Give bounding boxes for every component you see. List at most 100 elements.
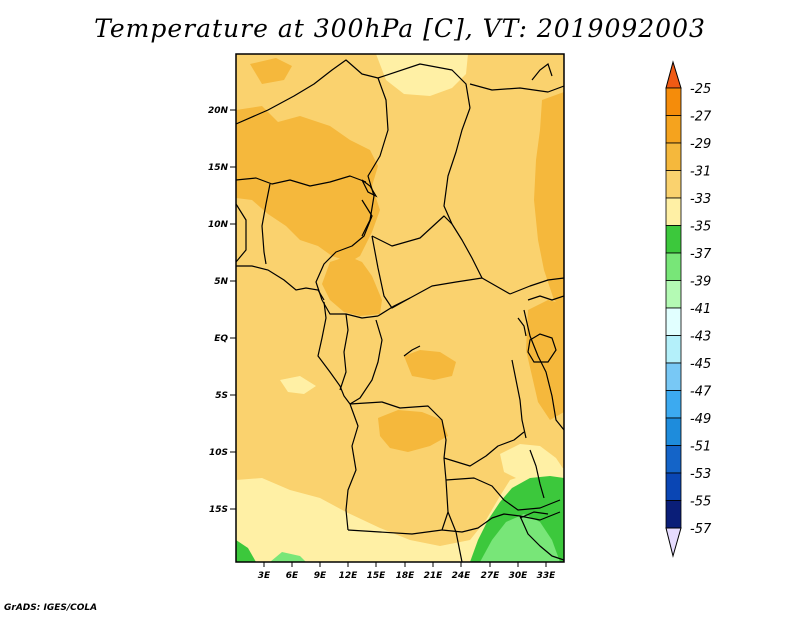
lon-label-24e: 24E [452, 571, 472, 581]
border-botswana [447, 511, 463, 562]
colorbar-label-16: -57 [690, 522, 712, 537]
cool-patch-topmid [376, 54, 468, 96]
border-car [371, 215, 453, 247]
cool-patch-coast [280, 376, 316, 394]
colorbar-bin-5 [665, 225, 682, 254]
border-mozambique [519, 515, 564, 561]
warm-patch-angola [378, 410, 448, 452]
lon-label-30e: 30E [509, 571, 529, 581]
colorbar-bin-14 [665, 472, 682, 501]
colorbar-bin-10 [665, 362, 682, 391]
border-drc-angola [349, 401, 447, 459]
colorbar-label-11: -47 [690, 385, 712, 400]
border-congo [377, 297, 411, 317]
border-north-2 [361, 77, 389, 237]
border-south-sudan [509, 277, 564, 295]
grads-credit: GrADS: IGES/COLA [4, 603, 98, 613]
lat-label-15s: 15S [209, 505, 228, 515]
border-nigeria-niger [236, 175, 367, 187]
colorbar-label-12: -49 [690, 412, 711, 427]
lat-label-20n: 20N [208, 106, 229, 116]
border-north-3 [377, 63, 471, 109]
coastline-west-central [317, 301, 351, 405]
warm-patch-east [534, 92, 564, 310]
colorbar-label-9: -43 [690, 330, 711, 345]
lat-label-10n: 10N [208, 220, 229, 230]
border-zambia-zimbabwe [441, 511, 561, 533]
coastlines-lakes [236, 63, 557, 519]
colorbar-label-7: -39 [690, 275, 711, 290]
border-chad-sudan [443, 107, 483, 279]
lon-label-12e: 12E [339, 571, 359, 581]
colorbar-bin-3 [665, 170, 682, 199]
colorbar-bin-4 [665, 197, 682, 226]
colorbar-label-0: -25 [690, 82, 711, 97]
colorbar-label-15: -55 [690, 495, 711, 510]
border-nigeria-benin [261, 183, 271, 265]
colorbar-bin-2 [665, 142, 682, 171]
green-area-southwest [236, 540, 256, 562]
colorbar-bottom-arrow [665, 527, 682, 558]
lon-label-3e: 3E [258, 571, 271, 581]
border-sudan-ethiopia [469, 83, 564, 93]
warm-patch-top [250, 58, 292, 84]
map-frame [235, 53, 565, 563]
river-congo [403, 345, 421, 357]
colorbar-bin-12 [665, 417, 682, 446]
colorbar-bin-0 [665, 87, 682, 116]
colorbar-label-13: -51 [690, 440, 711, 455]
colorbar-bin-7 [665, 280, 682, 309]
border-drc-west [349, 319, 383, 405]
colorbar-bin-13 [665, 445, 682, 474]
colorbar-label-8: -41 [690, 302, 711, 317]
lat-label-5s: 5S [215, 391, 228, 401]
lake-albert [517, 317, 527, 337]
red-sea-coast [531, 63, 553, 81]
lake-chad [361, 179, 378, 198]
colorbar-label-2: -29 [690, 137, 711, 152]
green-area-southwest-2 [270, 552, 306, 562]
border-zambia-south [445, 477, 561, 511]
warm-patch-nigeria [322, 256, 382, 316]
colorbar-bin-8 [665, 307, 682, 336]
cool-patch-south [500, 444, 564, 480]
colorbar-label-14: -53 [690, 467, 711, 482]
lon-label-9e: 9E [314, 571, 327, 581]
colorbar: -25 -27 -29 -31 -33 -35 -37 -39 -41 -43 … [665, 60, 712, 558]
lon-label-27e: 27E [481, 571, 501, 581]
warm-patch-congo [404, 350, 456, 380]
colorbar-label-6: -37 [690, 247, 712, 262]
lake-tanganyika [511, 359, 527, 439]
lat-axis: 20N 15N 10N 5N EQ 5S 10S 15S [208, 106, 236, 515]
lon-label-6e: 6E [286, 571, 299, 581]
warm-patch-northwest [236, 106, 380, 262]
border-east-africa [523, 309, 564, 431]
lat-label-5n: 5N [214, 277, 228, 287]
lon-label-18e: 18E [396, 571, 416, 581]
lon-axis: 3E 6E 9E 12E 15E 18E 21E 24E 27E 30E 33E [258, 562, 556, 581]
lon-label-21e: 21E [424, 571, 444, 581]
border-angola-south [345, 403, 359, 531]
colorbar-bin-9 [665, 335, 682, 364]
lat-label-10s: 10S [209, 448, 228, 458]
lon-label-33e: 33E [537, 571, 557, 581]
lightgreen-area-southeast [480, 514, 560, 562]
country-borders [236, 59, 564, 562]
colorbar-bin-6 [665, 252, 682, 281]
warm-patches [236, 58, 564, 452]
colorbar-label-10: -45 [690, 357, 711, 372]
lake-malawi [529, 449, 545, 499]
colorbar-label-3: -31 [690, 165, 711, 180]
colorbar-bin-11 [665, 390, 682, 419]
border-nigeria-cameroon [315, 199, 373, 301]
map-title: Temperature at 300hPa [C], VT: 201909200… [94, 14, 706, 43]
colorbar-label-4: -33 [690, 192, 711, 207]
border-car-south [371, 235, 511, 309]
border-ethiopia-kenya [527, 295, 564, 301]
colorbar-bin-1 [665, 115, 682, 144]
lat-label-15n: 15N [208, 163, 229, 173]
border-drc-zambia [443, 431, 525, 467]
colorbar-label-5: -35 [690, 220, 711, 235]
border-gabon [339, 313, 349, 391]
